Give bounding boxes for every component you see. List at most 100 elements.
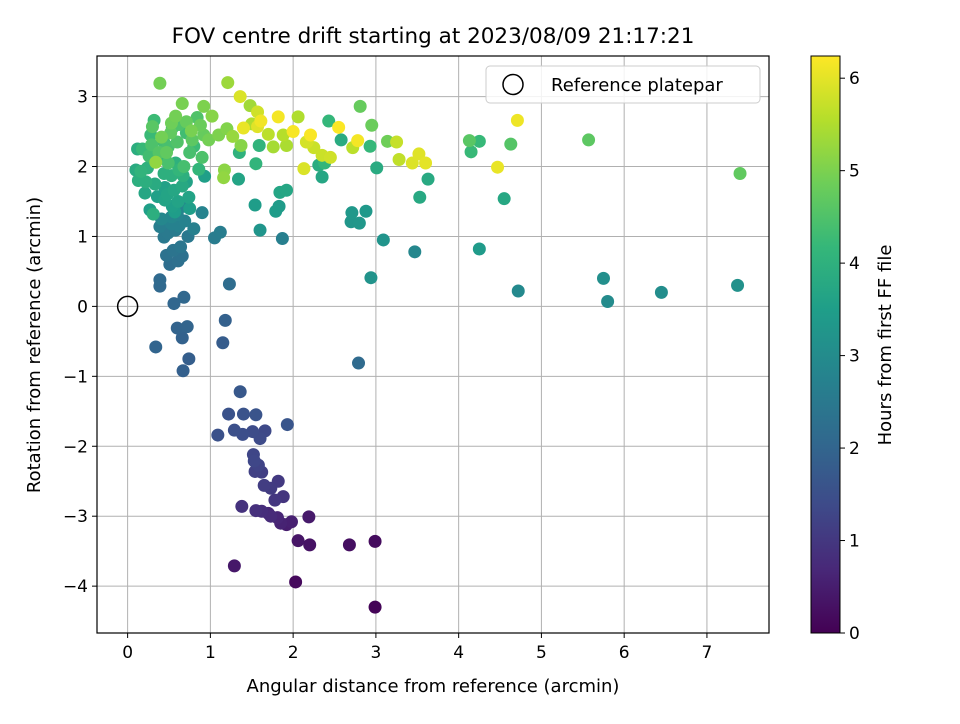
data-point <box>149 340 163 354</box>
data-point <box>161 156 175 170</box>
y-tick-label: −4 <box>63 577 88 597</box>
colorbar-tick-label: 5 <box>849 162 860 182</box>
data-point <box>249 504 263 518</box>
y-tick-label: −1 <box>63 367 88 387</box>
data-point <box>236 121 250 135</box>
data-point <box>464 145 478 159</box>
data-point <box>351 134 365 148</box>
data-point <box>234 139 248 153</box>
data-point <box>390 135 404 149</box>
data-point <box>582 133 596 147</box>
data-point <box>171 194 185 208</box>
data-point <box>280 139 294 153</box>
data-point <box>257 478 271 492</box>
data-point <box>175 179 189 193</box>
data-point <box>510 113 524 127</box>
data-point <box>289 575 303 589</box>
data-point <box>654 285 668 299</box>
data-point <box>192 162 206 176</box>
data-point <box>227 423 241 437</box>
data-point <box>184 124 198 138</box>
data-point <box>226 129 240 143</box>
data-point <box>155 130 169 144</box>
x-tick-label: 7 <box>702 643 713 663</box>
y-tick-label: −3 <box>63 507 88 527</box>
legend-label: Reference platepar <box>551 75 723 96</box>
grid <box>97 56 769 633</box>
data-point <box>291 110 305 124</box>
data-point <box>345 206 359 220</box>
data-point <box>176 364 190 378</box>
data-point <box>733 166 747 180</box>
data-point <box>302 510 316 524</box>
x-tick-label: 2 <box>288 643 299 663</box>
data-point <box>359 204 373 218</box>
data-point <box>236 407 250 421</box>
data-point <box>197 99 211 113</box>
data-point <box>175 331 189 345</box>
colorbar-label: Hours from first FF file <box>875 245 896 446</box>
data-point <box>233 90 247 104</box>
data-point <box>247 454 261 468</box>
data-point <box>249 157 263 171</box>
data-point <box>376 233 390 247</box>
data-point <box>211 428 225 442</box>
x-tick-label: 4 <box>453 643 464 663</box>
data-point <box>180 320 194 334</box>
data-point <box>195 206 209 220</box>
data-point <box>182 352 196 366</box>
data-point <box>153 273 167 287</box>
colorbar-tick-label: 6 <box>849 69 860 89</box>
data-point <box>322 114 336 128</box>
data-point <box>419 156 433 170</box>
data-point <box>254 114 268 128</box>
data-point <box>368 534 382 548</box>
data-point <box>169 109 183 123</box>
data-point <box>286 125 300 139</box>
data-point <box>601 294 615 308</box>
legend: Reference platepar <box>485 65 761 104</box>
y-tick-label: 0 <box>77 297 88 317</box>
y-axis-label: Rotation from reference (arcmin) <box>24 197 45 493</box>
data-point <box>235 499 249 513</box>
legend-marker <box>502 73 524 96</box>
y-tick-label: −2 <box>63 437 88 457</box>
colorbar-gradient <box>810 55 841 634</box>
data-point <box>472 242 486 256</box>
colorbar-tick-label: 4 <box>849 254 860 274</box>
data-point <box>217 171 231 185</box>
x-tick-label: 3 <box>370 643 381 663</box>
data-point <box>412 147 426 161</box>
data-point <box>364 271 378 285</box>
data-point <box>261 127 275 141</box>
data-point <box>183 146 197 160</box>
data-point <box>276 128 290 142</box>
data-point <box>275 232 289 246</box>
data-point <box>182 190 196 204</box>
data-point <box>202 133 216 147</box>
data-point <box>304 128 318 142</box>
data-point <box>342 538 356 552</box>
data-point <box>363 139 377 153</box>
data-point <box>284 515 298 529</box>
data-point <box>246 425 260 439</box>
data-point <box>408 245 422 259</box>
data-point <box>213 225 227 239</box>
data-point <box>153 76 167 90</box>
data-point <box>291 534 305 548</box>
data-point <box>146 207 160 221</box>
data-point <box>472 134 486 148</box>
data-point <box>323 150 337 164</box>
data-point <box>731 278 745 292</box>
x-axis-label: Angular distance from reference (arcmin) <box>247 676 620 697</box>
data-point <box>392 153 406 167</box>
data-point <box>248 198 262 212</box>
y-tick-label: 1 <box>77 227 88 247</box>
data-point <box>249 408 263 422</box>
x-tick-label: 6 <box>619 643 630 663</box>
data-point <box>149 155 163 169</box>
data-points <box>116 76 747 614</box>
data-point <box>205 109 219 123</box>
